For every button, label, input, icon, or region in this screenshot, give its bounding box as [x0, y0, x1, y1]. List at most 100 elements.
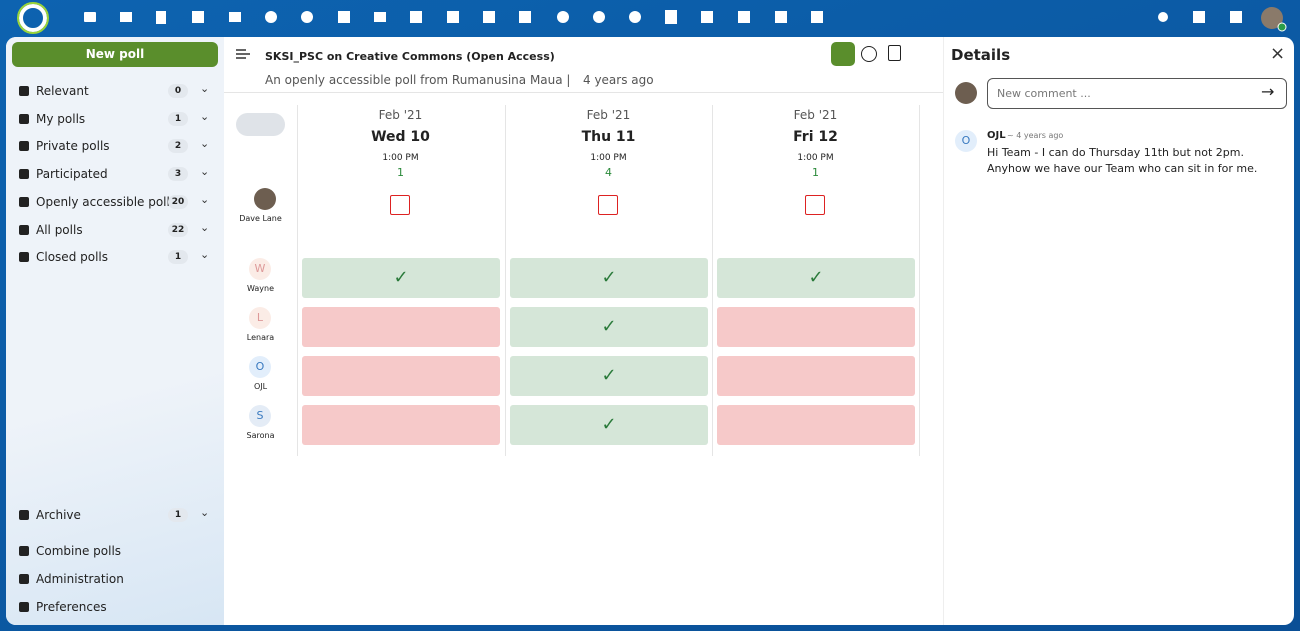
vote-no: [302, 307, 500, 347]
option-yes-count: 1: [397, 166, 404, 179]
nav-label: Combine polls: [36, 544, 122, 558]
nav-label: Preferences: [36, 600, 107, 614]
vote-yes: ✓: [510, 405, 708, 445]
expand-chevron[interactable]: ⌄: [200, 248, 210, 262]
option-month: Feb '21: [793, 108, 838, 122]
option-yes-count: 4: [605, 166, 612, 179]
nav-label: Participated: [36, 167, 108, 182]
my-avatar: [955, 82, 977, 104]
option-day: Wed 10: [371, 129, 430, 145]
nav-count: 1: [168, 250, 188, 265]
toggle-nav-icon[interactable]: [236, 49, 250, 59]
comment-age: ~ 4 years ago: [1007, 131, 1064, 140]
app-icons: [84, 10, 1242, 24]
poll-title: SKSI_PSC on Creative Commons (Open Acces…: [265, 50, 555, 63]
nav-count: 22: [168, 222, 188, 237]
user-avatar[interactable]: [1261, 7, 1283, 29]
expand-chevron[interactable]: ⌄: [200, 165, 210, 179]
logo-ring: [17, 2, 49, 34]
vote-yes: ✓: [717, 258, 915, 298]
nav-icon: [19, 224, 29, 235]
nav-count: 1: [168, 111, 188, 126]
details-title: Details: [951, 46, 1011, 64]
comment-text: Hi Team - I can do Thursday 11th but not…: [987, 146, 1258, 175]
comment-placeholder: New comment ...: [997, 87, 1091, 100]
nav-item[interactable]: Relevant 0 ⌄: [10, 79, 220, 103]
comment-input[interactable]: New comment ... →: [987, 78, 1287, 109]
expand-chevron[interactable]: ⌄: [200, 82, 210, 95]
participant-name: Wayne: [246, 284, 275, 293]
divider: [224, 92, 943, 93]
details-panel: Details × New comment ... → O OJL ~ 4 year…: [943, 37, 1294, 625]
nav-label: Administration: [36, 572, 124, 586]
main: SKSI_PSC on Creative Commons (Open Acces…: [224, 37, 943, 625]
comment-avatar: O: [955, 130, 977, 152]
nav-label: All polls: [36, 222, 83, 237]
vote-no: [717, 405, 915, 445]
nav-item[interactable]: Participated 3 ⌄: [10, 162, 220, 186]
window: New poll Relevant 0 ⌄ My polls 1 ⌄ Private pol…: [6, 37, 1294, 625]
nav-item[interactable]: Openly accessible polls 20 ⌄: [10, 190, 220, 214]
poll-age: 4 years ago: [583, 73, 654, 87]
nav-count: 20: [168, 194, 188, 209]
status-dot: [1277, 22, 1287, 32]
nav-icon: [19, 169, 29, 180]
nav-item[interactable]: All polls 22 ⌄: [10, 218, 220, 242]
participant-avatar: W: [249, 258, 271, 280]
participant-name: Sarona: [246, 431, 275, 440]
vote-no: [302, 405, 500, 445]
nav-item[interactable]: Private polls 2 ⌄: [10, 134, 220, 158]
option-time: 1:00 PM: [590, 153, 627, 163]
option-month: Feb '21: [378, 108, 423, 122]
nav-label: Relevant: [36, 84, 89, 98]
option-month: Feb '21: [586, 108, 631, 122]
nav-label: Archive: [36, 508, 81, 522]
nav-icon: [19, 252, 29, 263]
expand-chevron[interactable]: ⌄: [200, 192, 210, 206]
option-yes-count: 1: [812, 166, 819, 179]
participant-avatar: O: [249, 356, 271, 378]
expand-chevron[interactable]: ⌄: [200, 220, 210, 234]
nav-item[interactable]: Archive 1 ⌄: [10, 503, 220, 527]
option-day: Fri 12: [793, 129, 838, 145]
participant-avatar: S: [249, 405, 271, 427]
expand-chevron[interactable]: ⌄: [200, 137, 210, 151]
nav-icon: [19, 602, 29, 612]
nav-item[interactable]: Closed polls 1 ⌄: [10, 245, 220, 269]
participant-avatar: L: [249, 307, 271, 329]
nav-icon: [19, 141, 29, 152]
nav-icon: [19, 546, 29, 556]
vote-checkbox[interactable]: [805, 195, 825, 215]
close-button[interactable]: ×: [1270, 43, 1286, 64]
nav-icon: [19, 196, 29, 207]
top-icons: [17, 2, 1287, 34]
nav-item[interactable]: Combine polls: [10, 539, 220, 563]
expand-chevron[interactable]: ⌄: [200, 109, 210, 123]
vote-yes: ✓: [302, 258, 500, 298]
participant-name: Lenara: [246, 333, 275, 342]
view-toggle[interactable]: [236, 113, 285, 136]
nav-item[interactable]: My polls 1 ⌄: [10, 107, 220, 131]
send-button[interactable]: →: [1261, 82, 1275, 101]
nav-item[interactable]: Preferences: [10, 595, 220, 619]
option-time: 1:00 PM: [797, 153, 834, 163]
nav-item[interactable]: Administration: [10, 567, 220, 591]
column-border: [919, 105, 920, 456]
nav-label: Private polls: [36, 139, 110, 154]
expand-chevron[interactable]: ⌄: [200, 506, 210, 519]
current-user-name: Dave Lane: [239, 214, 282, 223]
nav-icon: [19, 510, 29, 520]
new-poll-button[interactable]: New poll: [12, 42, 218, 67]
top-bar: [0, 0, 1300, 36]
vote-checkbox[interactable]: [598, 195, 618, 215]
option-day: Thu 11: [581, 129, 636, 145]
settings-button[interactable]: [831, 42, 855, 66]
export-button[interactable]: [888, 45, 901, 61]
vote-checkbox[interactable]: [390, 195, 410, 215]
column-border: [505, 105, 506, 456]
nav-count: 3: [168, 167, 188, 182]
info-button[interactable]: [861, 46, 877, 62]
vote-no: [717, 307, 915, 347]
nav-icon: [19, 574, 29, 584]
